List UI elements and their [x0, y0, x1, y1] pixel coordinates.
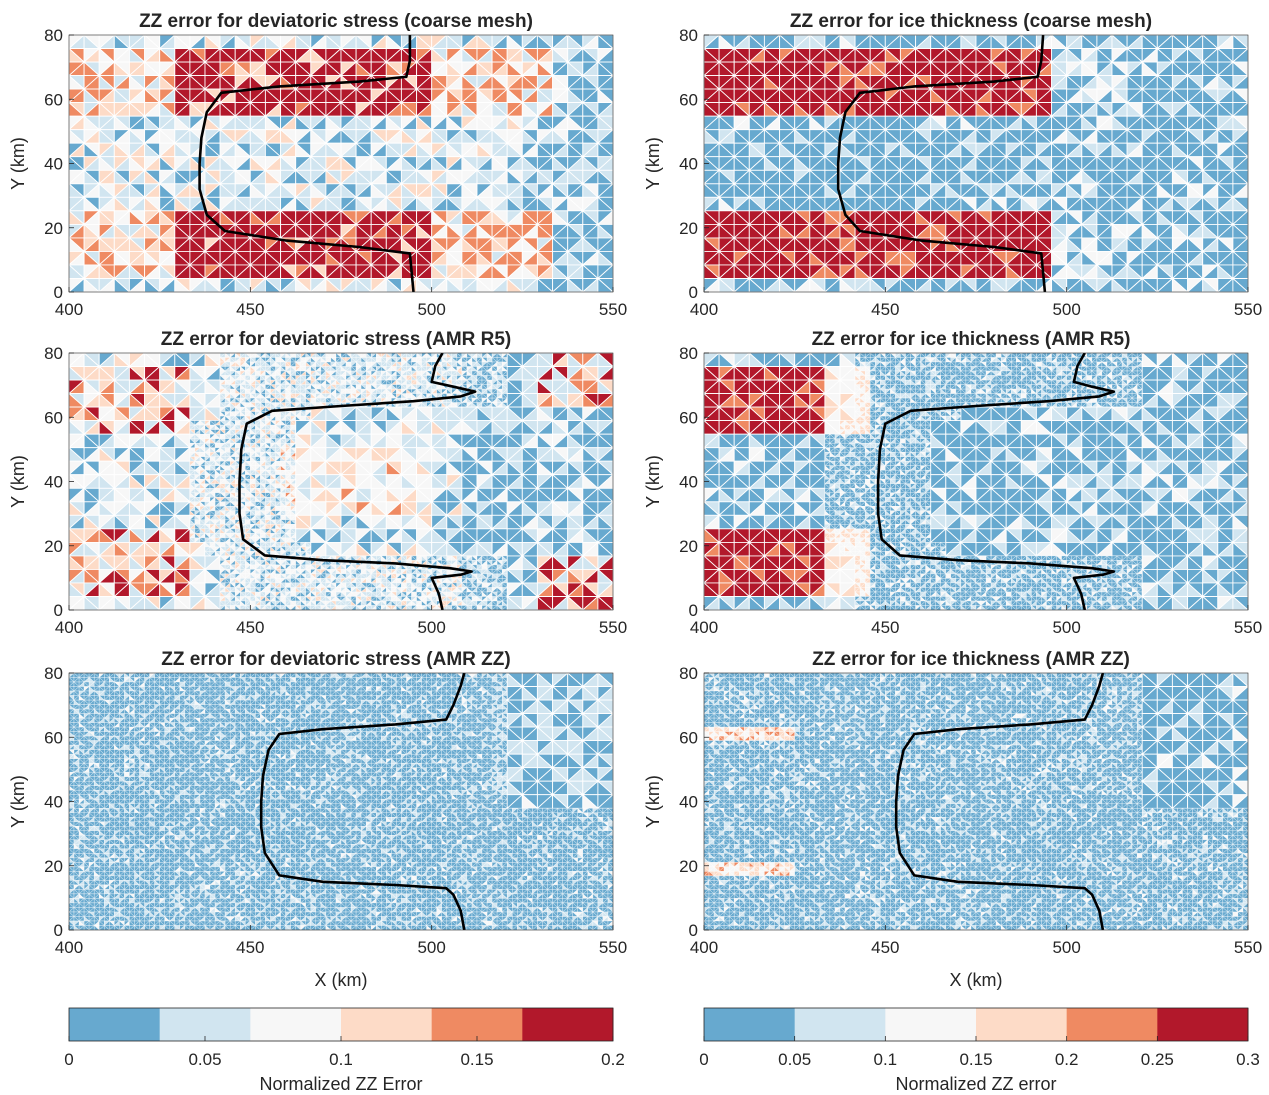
panel-title: ZZ error for ice thickness (coarse mesh)	[790, 11, 1152, 32]
y-tick-label: 0	[54, 283, 63, 302]
mesh-element	[1020, 277, 1038, 292]
mesh-element	[779, 277, 796, 292]
error-mesh	[69, 35, 613, 292]
y-tick-label: 60	[44, 90, 63, 109]
mesh-element	[325, 277, 342, 292]
y-axis-label: Y (km)	[8, 137, 28, 190]
x-tick-label: 500	[1052, 300, 1080, 319]
mesh-element	[809, 277, 826, 292]
mesh-element	[416, 277, 433, 292]
x-tick-label: 500	[417, 300, 445, 319]
mesh-element	[1202, 277, 1219, 292]
x-tick-label: 450	[871, 300, 899, 319]
mesh-element	[597, 277, 613, 292]
mesh-element	[869, 277, 886, 292]
y-tick-label: 0	[689, 283, 698, 302]
x-tick-label: 550	[599, 300, 627, 319]
mesh-element	[1081, 277, 1098, 292]
y-axis-label: Y (km)	[643, 137, 663, 190]
grounding-line	[836, 35, 1047, 292]
mesh-element	[506, 277, 523, 292]
mesh-element	[446, 277, 463, 292]
y-tick-label: 80	[44, 26, 63, 45]
panel-title: ZZ error for deviatoric stress (coarse m…	[139, 11, 533, 32]
x-tick-label: 450	[236, 300, 264, 319]
grounding-line	[198, 35, 415, 292]
error-mesh	[69, 353, 613, 610]
mesh-element	[567, 277, 584, 292]
mesh-element	[234, 277, 251, 292]
mesh-element	[476, 277, 493, 292]
mesh-element	[1051, 277, 1068, 292]
mesh-element	[839, 277, 856, 292]
mesh-element	[718, 277, 735, 292]
mesh-element	[264, 277, 282, 292]
mesh-element	[1111, 277, 1128, 292]
mesh-element	[930, 277, 947, 292]
x-tick-label: 400	[55, 300, 83, 319]
mesh-element	[960, 277, 977, 292]
mesh-element	[990, 277, 1007, 292]
mesh-element	[1171, 277, 1189, 292]
mesh-element	[1232, 277, 1248, 292]
mesh-element	[204, 277, 221, 292]
panel-2: 400 450 500 550 0 20 40 60 80 ZZ error for ice th…	[643, 11, 1262, 319]
mesh-element	[144, 277, 161, 292]
y-tick-label: 40	[679, 155, 698, 174]
y-tick-label: 20	[679, 219, 698, 238]
y-tick-label: 60	[679, 90, 698, 109]
panel-1: 400 450 500 550 0 20 40 60 80 ZZ error for deviat…	[8, 11, 627, 319]
mesh-element	[899, 277, 917, 292]
y-tick-label: 20	[44, 219, 63, 238]
mesh-element	[385, 277, 403, 292]
mesh-element	[355, 277, 372, 292]
mesh-element	[536, 277, 554, 292]
y-tick-label: 40	[44, 155, 63, 174]
error-mesh	[704, 35, 1248, 292]
mesh-element	[174, 277, 191, 292]
mesh-element	[83, 277, 100, 292]
mesh-element	[748, 277, 766, 292]
x-tick-label: 550	[1234, 300, 1262, 319]
mesh-element	[113, 277, 131, 292]
y-tick-label: 80	[679, 26, 698, 45]
mesh-element	[1141, 277, 1158, 292]
mesh-element	[295, 277, 312, 292]
x-tick-label: 400	[690, 300, 718, 319]
